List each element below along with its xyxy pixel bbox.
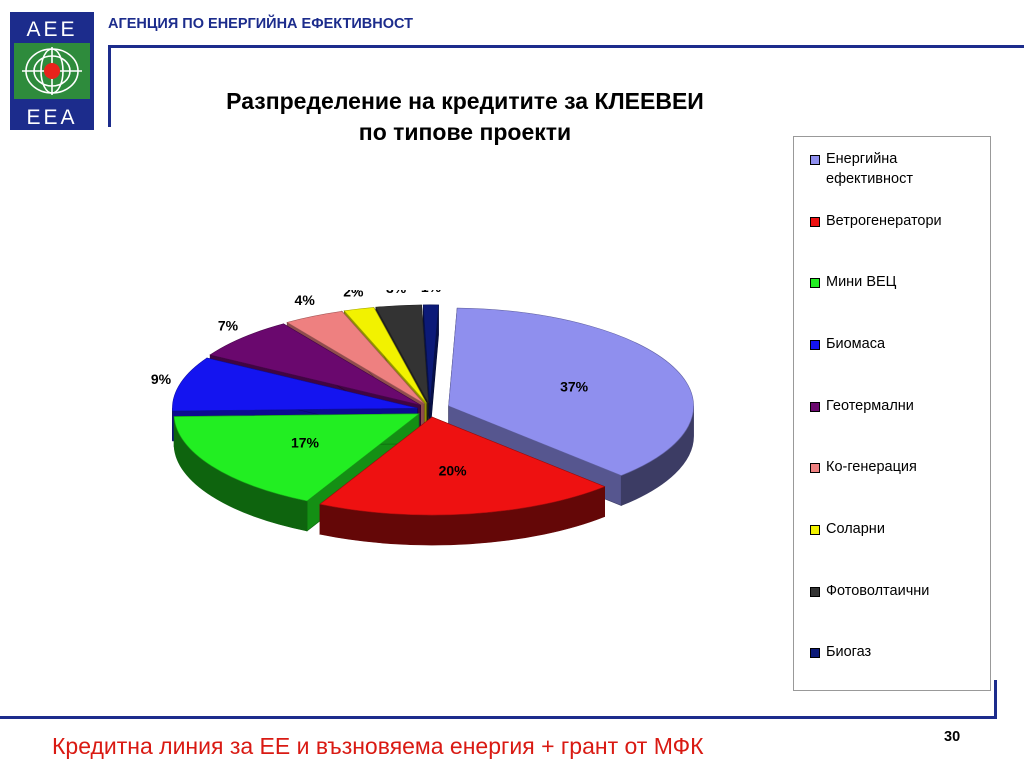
footer-rule — [0, 716, 997, 719]
legend-label: Геотермални — [826, 398, 914, 414]
pie-slice-0-top — [448, 307, 694, 476]
legend-item: Биомаса — [810, 334, 986, 354]
pie-value-label-0: 37% — [560, 378, 589, 394]
legend-swatch — [810, 340, 820, 350]
agency-name: АГЕНЦИЯ ПО ЕНЕРГИЙНА ЕФЕКТИВНОСТ — [108, 16, 413, 32]
pie-slice-3-top — [172, 357, 418, 412]
pie-value-labels: 37% 20% 17% 9% 7% 4% 2% 3% 1% — [151, 290, 589, 478]
chart-legend: Енергийна ефективност Ветрогенератори Мини… — [793, 136, 991, 691]
legend-swatch — [810, 217, 820, 227]
legend-label: Мини ВЕЦ — [826, 274, 897, 290]
footer-side-rule — [994, 680, 997, 719]
legend-label: Фотоволтаични — [826, 583, 930, 599]
legend-swatch — [810, 402, 820, 412]
pie-value-label-2: 17% — [291, 435, 320, 451]
pie-value-label-8: 1% — [421, 290, 442, 295]
pie-slice-1 — [319, 416, 606, 546]
legend-list: Енергийна ефективност Ветрогенератори Мини… — [794, 137, 990, 690]
chart-title: Разпределение на кредитите за КЛЕЕВЕИ по… — [150, 86, 780, 148]
header-side-rule — [108, 45, 111, 127]
legend-swatch — [810, 278, 820, 288]
chart-title-line-1: Разпределение на кредитите за КЛЕЕВЕИ — [226, 88, 704, 114]
header-rule — [108, 45, 1024, 48]
pie-slices — [172, 304, 694, 546]
pie-slice-7-top — [375, 304, 429, 404]
legend-label: Ветрогенератори — [826, 213, 942, 229]
legend-swatch — [810, 155, 820, 165]
legend-label: Биомаса — [826, 336, 886, 352]
page-number: 30 — [944, 729, 961, 745]
legend-item: Ко-генерация — [810, 457, 986, 477]
logo-text-top: AEE — [26, 18, 77, 41]
legend-swatch — [810, 648, 820, 658]
agency-logo: AEE EEA — [10, 12, 94, 130]
legend-item: Биогаз — [810, 642, 986, 662]
legend-swatch — [810, 463, 820, 473]
legend-label: Соларни — [826, 521, 885, 537]
footer-text: Кредитна линия за ЕЕ и възновяема енерги… — [52, 733, 704, 759]
legend-swatch — [810, 587, 820, 597]
legend-item: Енергийна ефективност — [810, 149, 986, 189]
pie-slice-1-top — [319, 416, 606, 516]
legend-label: Ко-генерация — [826, 459, 917, 475]
pie-value-label-3: 9% — [151, 371, 172, 387]
legend-item: Фотоволтаични — [810, 581, 986, 601]
legend-item: Геотермални — [810, 396, 986, 416]
pie-value-label-1: 20% — [439, 462, 468, 478]
pie-value-label-4: 7% — [218, 317, 239, 333]
pie-slice-8-top — [422, 304, 439, 403]
legend-swatch — [810, 525, 820, 535]
logo-text-bottom: EEA — [26, 106, 77, 129]
legend-label: Енергийна ефективност — [826, 151, 913, 187]
pie-slice-6-top — [343, 307, 427, 404]
pie-slice-4-top — [209, 323, 421, 406]
chart-title-line-2: по типове проекти — [358, 119, 572, 145]
pie-slice-2-top — [173, 413, 420, 502]
pie-value-label-6: 2% — [343, 290, 364, 300]
pie-chart: 37% 20% 17% 9% 7% 4% 2% 3% 1% — [151, 290, 694, 546]
pie-value-label-5: 4% — [295, 292, 316, 308]
legend-item: Ветрогенератори — [810, 211, 986, 231]
legend-label: Биогаз — [826, 644, 872, 660]
legend-item: Соларни — [810, 519, 986, 539]
pie-slice-5-top — [286, 310, 425, 404]
legend-item: Мини ВЕЦ — [810, 272, 986, 292]
pie-value-label-7: 3% — [386, 290, 407, 296]
